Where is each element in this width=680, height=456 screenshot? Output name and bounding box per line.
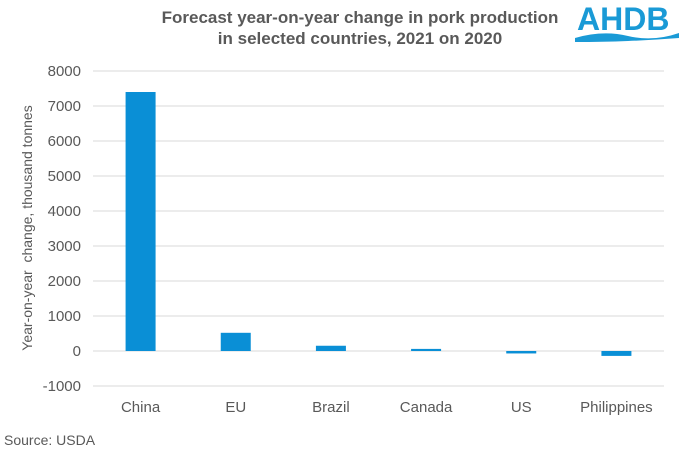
bar-brazil — [315, 345, 346, 351]
chart-title-line-2: in selected countries, 2021 on 2020 — [217, 29, 503, 48]
x-tick-label: US — [511, 399, 532, 416]
x-tick-label: Brazil — [312, 399, 350, 416]
x-tick-label: Canada — [400, 399, 453, 416]
chart-title: Forecast year-on-year change in pork pro… — [150, 7, 570, 49]
x-tick-label: China — [121, 399, 161, 416]
y-tick-label: 3000 — [48, 238, 81, 255]
bar-us — [506, 351, 537, 354]
chart-title-line-1: Forecast year-on-year change in pork pro… — [161, 8, 559, 27]
y-tick-label: 7000 — [48, 98, 81, 115]
gridlines — [93, 70, 664, 387]
y-tick-label: 4000 — [48, 203, 81, 220]
x-tick-label: EU — [225, 399, 246, 416]
y-tick-label: -1000 — [43, 378, 81, 395]
y-tick-label: 2000 — [48, 273, 81, 290]
y-tick-label: 0 — [73, 343, 81, 360]
y-axis-ticks: -1000 0 1000 2000 3000 4000 5000 6000 7000 8000 — [43, 63, 81, 395]
logo-wave-icon — [575, 33, 679, 42]
y-tick-label: 1000 — [48, 308, 81, 325]
bar-canada — [411, 348, 442, 351]
logo-text: AHDB — [577, 1, 669, 37]
y-tick-label: 5000 — [48, 168, 81, 185]
x-tick-label: Philippines — [580, 399, 653, 416]
ahdb-logo: AHDB — [575, 1, 679, 42]
y-tick-label: 8000 — [48, 63, 81, 80]
x-axis-ticks: China EU Brazil Canada US Philippines — [121, 399, 653, 416]
y-tick-label: 6000 — [48, 133, 81, 150]
bar-philippines — [601, 351, 632, 356]
bar-china — [125, 92, 156, 351]
source-note: Source: USDA — [4, 432, 96, 448]
bars — [125, 92, 632, 356]
bar-eu — [220, 332, 251, 351]
y-axis-label: Year-on-year change, thousand tonnes — [19, 105, 35, 350]
